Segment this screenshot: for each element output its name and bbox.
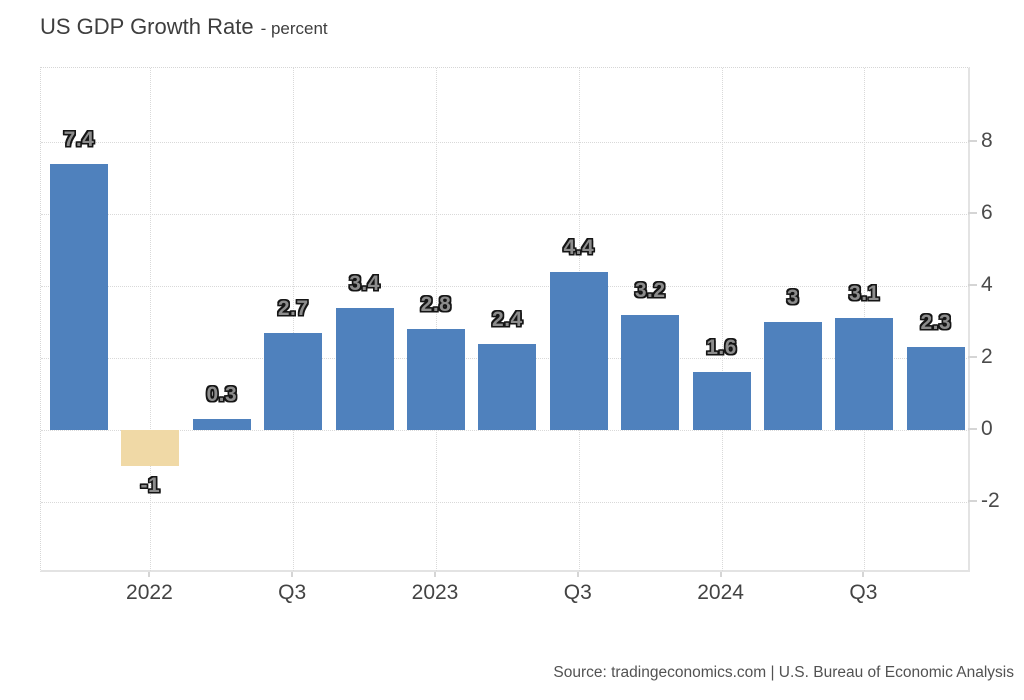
- chart-title-text: US GDP Growth Rate: [40, 14, 254, 39]
- horizontal-gridline: [41, 502, 969, 503]
- bar-value-label: 0.3: [206, 383, 238, 407]
- x-axis-tick-mark: [576, 572, 579, 577]
- bar: [764, 322, 822, 430]
- bar: [335, 307, 394, 430]
- vertical-gridline: [293, 68, 295, 571]
- bar-value-label: 2.7: [277, 296, 309, 320]
- horizontal-gridline: [41, 430, 969, 431]
- chart-subtitle-unit: - percent: [260, 19, 328, 38]
- x-axis-tick-label: Q3: [563, 581, 592, 604]
- x-axis-tick-label: 2024: [697, 581, 744, 604]
- y-axis-tick-label: 6: [981, 201, 993, 224]
- bar: [478, 343, 537, 430]
- x-axis-tick-mark: [862, 572, 865, 577]
- bar-value-label: -1: [140, 474, 161, 497]
- bar: [50, 163, 108, 430]
- bar-value-label: 1.6: [706, 336, 737, 360]
- y-axis-tick-mark: [968, 500, 977, 502]
- bar: [121, 430, 180, 466]
- y-axis-tick-mark: [968, 428, 977, 430]
- bar-value-label: 2.8: [420, 293, 452, 317]
- plot-area: 7.4 -1 0.3 2.7 3.4 2.8 2.4 4.4 3.2 1.6 3 3.1 2.3: [40, 67, 970, 572]
- bar-value-label: 3.2: [634, 278, 666, 302]
- x-axis-tick-label: Q3: [849, 581, 878, 604]
- bar: [621, 314, 680, 430]
- bar: [192, 419, 251, 430]
- bar: [692, 372, 751, 430]
- x-axis-tick-label: Q3: [278, 581, 307, 604]
- bar-value-label: 3.1: [849, 282, 880, 306]
- x-axis-tick-mark: [719, 572, 722, 577]
- x-axis-tick-label: 2022: [126, 581, 173, 604]
- bar-value-label: 4.4: [563, 235, 595, 259]
- y-axis-tick-label: -2: [981, 489, 1000, 512]
- source-attribution: Source: tradingeconomics.com | U.S. Bure…: [553, 664, 1014, 681]
- x-axis-tick-label: 2023: [411, 581, 459, 604]
- x-axis-tick-mark: [148, 572, 151, 577]
- y-axis-tick-label: 4: [981, 273, 993, 296]
- vertical-gridline: [721, 68, 723, 571]
- y-axis-tick-label: 2: [981, 345, 993, 368]
- bar: [549, 271, 608, 430]
- x-axis-tick-mark: [291, 572, 294, 577]
- vertical-gridline: [436, 68, 437, 571]
- bar: [264, 332, 323, 430]
- bar-value-label: 7.4: [63, 127, 95, 151]
- horizontal-gridline: [41, 142, 969, 143]
- bar-value-label: 2.3: [920, 311, 952, 335]
- y-axis-tick-mark: [968, 140, 977, 142]
- bar: [407, 329, 465, 430]
- bar-value-label: 2.4: [492, 307, 523, 331]
- bar-value-label: 3.4: [349, 271, 380, 295]
- y-axis-tick-mark: [968, 212, 977, 214]
- horizontal-gridline: [41, 286, 969, 287]
- y-axis-tick-mark: [968, 356, 977, 358]
- bar: [835, 318, 894, 430]
- bar-value-label: 3: [786, 286, 800, 309]
- x-axis-tick-mark: [434, 572, 436, 577]
- bar: [906, 347, 965, 430]
- y-axis-tick-mark: [968, 284, 977, 286]
- y-axis-tick-label: 0: [981, 417, 993, 440]
- chart-title: US GDP Growth Rate - percent: [40, 14, 328, 42]
- vertical-gridline: [150, 68, 152, 571]
- horizontal-gridline: [41, 214, 969, 215]
- y-axis-tick-label: 8: [981, 129, 993, 152]
